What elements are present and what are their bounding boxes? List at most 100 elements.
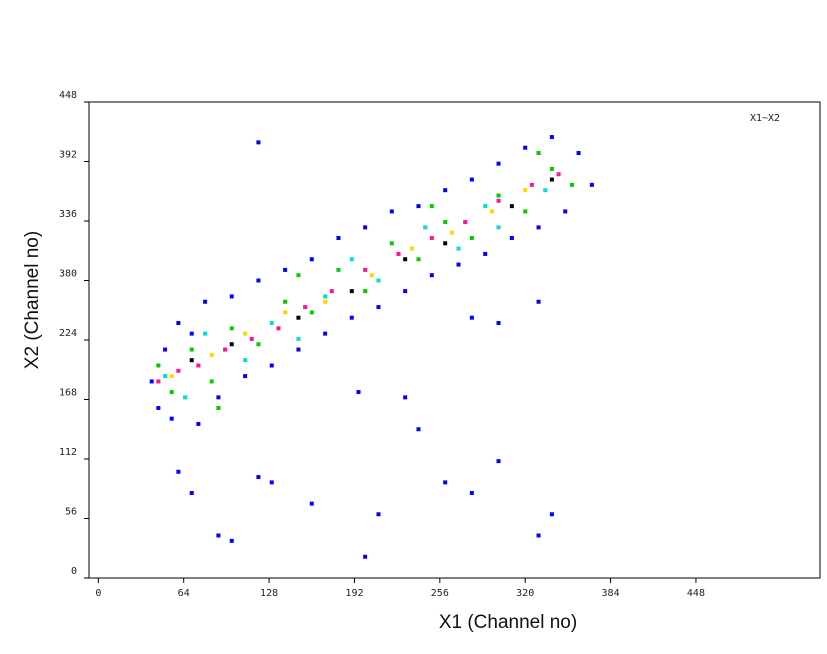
point	[189, 491, 194, 495]
point	[296, 315, 301, 320]
point	[229, 538, 234, 543]
point	[563, 209, 568, 214]
y-tick-label: 168	[59, 388, 77, 399]
point	[569, 182, 574, 187]
point	[309, 501, 314, 506]
point	[403, 257, 408, 262]
point	[329, 289, 334, 294]
point	[376, 305, 381, 310]
point	[483, 204, 488, 209]
point	[523, 145, 528, 150]
point	[243, 358, 248, 363]
point	[496, 459, 501, 464]
point	[256, 342, 261, 347]
point	[469, 236, 474, 240]
y-tick-label: 0	[71, 566, 77, 577]
point	[456, 262, 461, 267]
point	[496, 198, 501, 203]
point	[429, 236, 434, 240]
point	[296, 336, 301, 341]
point	[376, 278, 381, 283]
point	[336, 236, 341, 240]
point	[429, 204, 434, 209]
point	[489, 209, 494, 214]
point	[469, 177, 474, 182]
point	[429, 273, 434, 278]
point	[369, 273, 374, 278]
point	[189, 358, 194, 363]
point	[249, 336, 254, 341]
point	[549, 177, 554, 182]
point	[243, 374, 248, 379]
point	[356, 390, 361, 395]
point	[549, 166, 554, 171]
x-tick-label: 448	[687, 588, 705, 599]
point	[323, 294, 328, 299]
point	[243, 331, 248, 336]
y-tick-label: 380	[59, 269, 77, 280]
point	[496, 225, 501, 230]
point	[456, 246, 461, 251]
point	[349, 315, 354, 320]
point	[283, 299, 288, 304]
point	[296, 273, 301, 278]
point	[169, 390, 174, 395]
point	[323, 331, 328, 336]
point	[443, 220, 448, 225]
point	[523, 188, 528, 193]
point	[169, 416, 174, 421]
point	[276, 326, 281, 331]
point	[556, 172, 561, 177]
point	[196, 421, 201, 426]
point	[256, 475, 261, 480]
point	[283, 310, 288, 315]
point	[363, 267, 368, 272]
x-tick-label: 128	[260, 588, 278, 599]
point	[283, 267, 288, 272]
point	[169, 374, 174, 379]
point	[363, 554, 368, 559]
point	[363, 289, 368, 294]
y-tick-label: 112	[59, 447, 77, 458]
y-tick-label: 224	[59, 328, 77, 339]
point	[269, 321, 274, 325]
point	[576, 151, 581, 155]
point	[376, 512, 381, 517]
x-axis-label: X1 (Channel no)	[439, 612, 577, 633]
point	[536, 151, 541, 155]
point	[363, 225, 368, 230]
point	[589, 182, 594, 187]
point	[543, 188, 548, 193]
point	[216, 533, 221, 538]
point	[509, 236, 514, 240]
point	[423, 225, 428, 230]
point	[216, 395, 221, 400]
point	[443, 480, 448, 485]
point	[189, 347, 194, 352]
point	[549, 512, 554, 517]
point	[309, 310, 314, 315]
point	[296, 347, 301, 352]
x-tick-label: 0	[95, 588, 101, 599]
point	[176, 321, 181, 325]
point	[156, 363, 161, 368]
point	[496, 193, 501, 198]
point	[176, 469, 181, 474]
point	[196, 363, 201, 368]
point	[216, 406, 221, 410]
point	[149, 379, 154, 384]
point	[416, 257, 421, 262]
point	[176, 368, 181, 373]
point	[229, 326, 234, 331]
point	[469, 315, 474, 320]
x-tick-label: 256	[431, 588, 449, 599]
point	[183, 395, 188, 400]
point	[523, 209, 528, 214]
point	[189, 331, 194, 336]
point	[269, 363, 274, 368]
point	[496, 161, 501, 166]
point	[156, 379, 161, 384]
point	[389, 241, 394, 246]
point	[203, 299, 208, 304]
